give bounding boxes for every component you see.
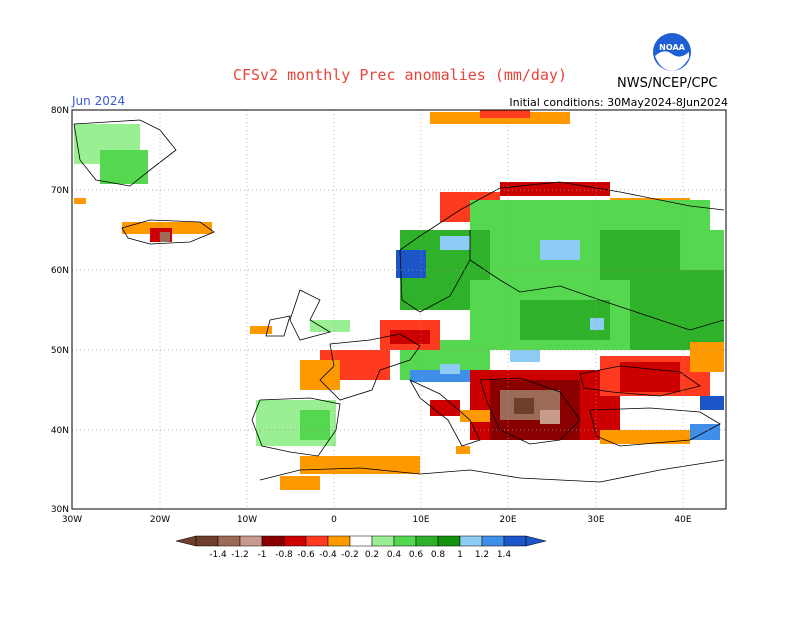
colorbar-label: 0.4 <box>387 550 402 560</box>
colorbar-swatch <box>195 535 219 547</box>
colorbar-swatch <box>327 535 351 547</box>
lat-label: 30N <box>51 505 69 515</box>
lon-label: 10W <box>237 515 257 525</box>
lon-label: 40E <box>674 515 691 525</box>
lon-label: 30E <box>587 515 604 525</box>
colorbar-label: -0.2 <box>341 550 359 560</box>
graticule <box>72 110 726 509</box>
colorbar-label: -0.6 <box>297 550 315 560</box>
colorbar-swatch <box>305 535 329 547</box>
colorbar-swatch <box>371 535 395 547</box>
lon-label: 0 <box>331 515 337 525</box>
lon-label: 10E <box>412 515 429 525</box>
colorbar-swatch <box>459 535 483 547</box>
colorbar-label: -1.2 <box>231 550 249 560</box>
colorbar-swatch <box>261 535 285 547</box>
colorbar-label: -0.8 <box>275 550 293 560</box>
colorbar-label: 1.4 <box>497 550 512 560</box>
coastlines <box>73 119 725 483</box>
latitude-labels: 80N 70N 60N 50N 40N 30N <box>51 106 69 515</box>
colorbar-label: 1 <box>457 550 463 560</box>
colorbar-swatch <box>239 535 263 547</box>
colorbar-swatch <box>349 535 373 547</box>
colorbar-swatch <box>503 535 527 547</box>
lat-label: 70N <box>51 186 69 196</box>
noaa-logo: NOAA <box>653 33 691 71</box>
colorbar-swatch <box>393 535 417 547</box>
colorbar-swatch <box>481 535 505 547</box>
colorbar-left-arrow <box>175 535 197 547</box>
colorbar-swatch <box>283 535 307 547</box>
lon-label: 30W <box>62 515 82 525</box>
map-plot-area <box>71 109 727 510</box>
colorbar-right-arrow <box>525 535 547 547</box>
colorbar-label: 0.2 <box>365 550 379 560</box>
colorbar-label: 1.2 <box>475 550 489 560</box>
longitude-labels: 30W 20W 10W 0 10E 20E 30E 40E <box>62 515 692 525</box>
colorbar: -1.4 -1.2 -1 -0.8 -0.6 -0.4 -0.2 0.2 0.4 0.6 0.8 1 1… <box>175 535 547 560</box>
lat-label: 40N <box>51 426 69 436</box>
map-title: CFSv2 monthly Prec anomalies (mm/day) <box>232 66 568 84</box>
colorbar-label: -1.4 <box>209 550 227 560</box>
colorbar-swatch <box>217 535 241 547</box>
lon-label: 20W <box>150 515 170 525</box>
colorbar-swatch <box>415 535 439 547</box>
forecast-month: Jun 2024 <box>72 94 126 108</box>
lat-label: 60N <box>51 266 69 276</box>
colorbar-swatch <box>437 535 461 547</box>
agency-label: NWS/NCEP/CPC <box>617 76 718 91</box>
lon-label: 20E <box>499 515 516 525</box>
noaa-logo-text: NOAA <box>659 43 685 52</box>
colorbar-label: -1 <box>258 550 267 560</box>
initial-conditions: Initial conditions: 30May2024-8Jun2024 <box>509 96 728 109</box>
anomaly-patches <box>74 110 724 490</box>
colorbar-label: 0.8 <box>431 550 446 560</box>
colorbar-label: 0.6 <box>409 550 424 560</box>
colorbar-label: -0.4 <box>319 550 337 560</box>
lat-label: 80N <box>51 106 69 116</box>
lat-label: 50N <box>51 346 69 356</box>
